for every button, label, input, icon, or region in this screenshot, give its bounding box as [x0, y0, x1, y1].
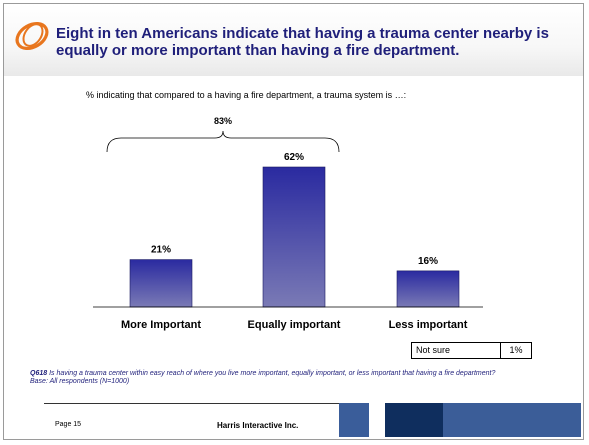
- footnote: Q618 Is having a trauma center within ea…: [30, 370, 560, 386]
- footer-block: [385, 403, 443, 437]
- footer-block: [443, 403, 581, 437]
- not-sure-value: 1%: [500, 342, 532, 359]
- value-label: 16%: [418, 256, 438, 267]
- slide: Eight in ten Americans indicate that hav…: [3, 3, 584, 440]
- not-sure-label: Not sure: [411, 342, 501, 359]
- page-number: Page 15: [55, 421, 82, 428]
- bar-equally-important: [262, 166, 326, 308]
- not-sure-table: Not sure 1%: [411, 342, 532, 359]
- slide-title: Eight in ten Americans indicate that hav…: [56, 25, 549, 59]
- bar-more-important: [129, 259, 193, 308]
- logo-icon: [15, 21, 49, 51]
- value-label: 21%: [151, 245, 171, 256]
- question-id: Q618: [30, 370, 48, 377]
- category-label: Less important: [389, 319, 468, 331]
- question-text: Is having a trauma center within easy re…: [47, 370, 496, 377]
- category-label: Equally important: [248, 319, 341, 331]
- bar-less-important: [396, 270, 460, 308]
- chart-subtitle: % indicating that compared to a having a…: [86, 90, 407, 100]
- category-label: More Important: [121, 319, 201, 331]
- footer-color-blocks: [339, 403, 581, 437]
- footer-block: [369, 403, 385, 437]
- value-label: 62%: [284, 152, 304, 163]
- header-band: [4, 4, 583, 76]
- bracket-line: [106, 130, 340, 153]
- company-name: Harris Interactive Inc.: [217, 421, 299, 430]
- footer-block: [339, 403, 369, 437]
- footer-divider: [44, 403, 340, 404]
- bracket-label: 83%: [214, 116, 232, 126]
- base-text: Base: All respondents (N=1000): [30, 378, 130, 385]
